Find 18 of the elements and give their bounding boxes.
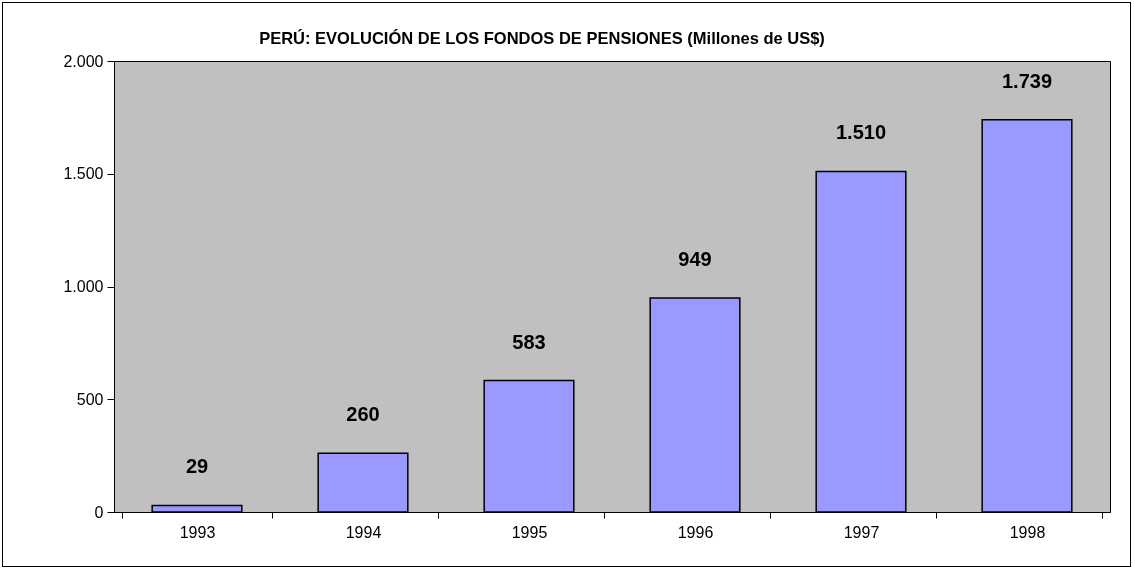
x-tick-label: 1998 bbox=[1009, 523, 1046, 541]
x-tick-label: 1993 bbox=[179, 523, 216, 541]
x-tick-label: 1997 bbox=[843, 523, 880, 541]
data-label: 260 bbox=[346, 403, 380, 426]
data-label: 949 bbox=[678, 248, 712, 270]
chart-title: PERÚ: EVOLUCIÓN DE LOS FONDOS DE PENSIONES (Millones de US$) bbox=[259, 28, 825, 47]
y-tick-label: 500 bbox=[76, 390, 104, 408]
y-tick-label: 1.000 bbox=[63, 278, 104, 295]
y-tick-label: 0 bbox=[94, 503, 104, 521]
data-label: 583 bbox=[512, 330, 546, 353]
y-tick-label: 2.000 bbox=[63, 52, 104, 70]
data-label: 29 bbox=[185, 455, 209, 478]
data-label: 1.739 bbox=[1001, 69, 1053, 92]
y-tick-label: 1.500 bbox=[63, 165, 104, 183]
data-label: 1.510 bbox=[835, 121, 887, 144]
x-tick-label: 1995 bbox=[511, 523, 548, 541]
x-tick-label: 1994 bbox=[345, 523, 382, 541]
x-tick-label: 1996 bbox=[677, 523, 714, 541]
